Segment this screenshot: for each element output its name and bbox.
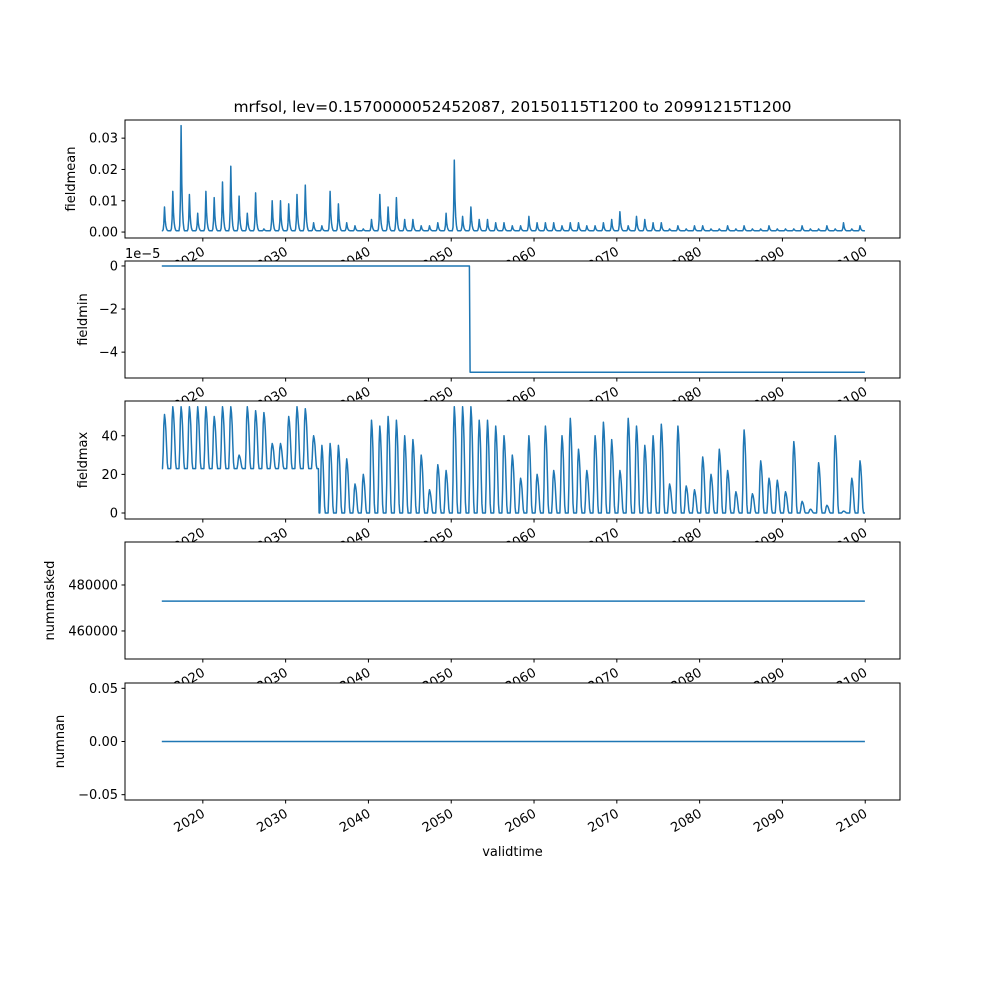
y-axis-label: fieldmean — [64, 147, 79, 212]
fieldmax-series-line — [161, 406, 866, 514]
y-tick-label: 0 — [110, 507, 118, 522]
axes-frame — [124, 260, 901, 379]
y-axis-label: numnan — [53, 715, 68, 769]
axes-frame — [124, 541, 901, 660]
axes-frame — [124, 400, 901, 520]
y-offset-text: 1e−5 — [125, 247, 160, 262]
y-axis-label: nummasked — [43, 561, 58, 641]
y-tick-label: 0 — [110, 259, 118, 274]
y-tick-label: 480000 — [68, 578, 118, 593]
fieldmean-series-line — [161, 124, 865, 232]
chart-title: mrfsol, lev=0.1570000052452087, 20150115… — [233, 98, 791, 116]
y-tick-label: 0.02 — [89, 163, 118, 178]
axes-frame — [124, 119, 901, 239]
y-axis-label: fieldmin — [76, 293, 91, 346]
y-tick-label: −4 — [99, 346, 118, 361]
y-tick-label: 0.00 — [89, 735, 118, 750]
y-tick-label: 40 — [101, 429, 118, 444]
y-tick-label: 20 — [101, 468, 118, 483]
x-axis-label: validtime — [482, 845, 543, 860]
y-tick-label: 0.03 — [89, 132, 118, 147]
y-axis-label: fieldmax — [76, 432, 91, 489]
y-tick-label: 0.00 — [89, 226, 118, 241]
y-tick-label: −0.05 — [78, 788, 118, 803]
y-tick-label: −2 — [99, 303, 118, 318]
y-tick-label: 0.05 — [89, 682, 118, 697]
axes-background — [125, 261, 900, 378]
y-tick-label: 460000 — [68, 624, 118, 639]
axes-background — [125, 120, 900, 238]
fieldmin-series-line — [161, 265, 865, 373]
y-tick-label: 0.01 — [89, 194, 118, 209]
